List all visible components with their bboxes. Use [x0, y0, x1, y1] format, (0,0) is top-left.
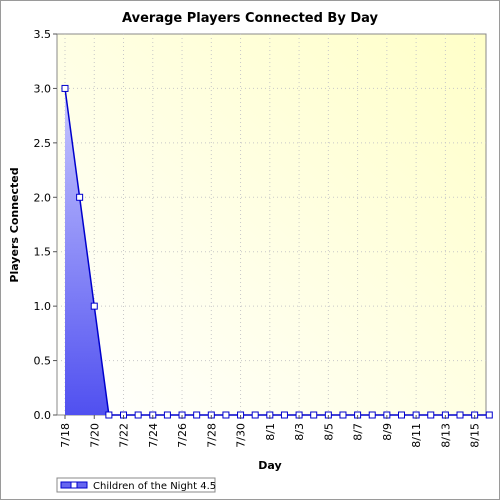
- chart-title: Average Players Connected By Day: [122, 11, 378, 26]
- data-point: [222, 411, 230, 419]
- y-tick-label: 0.5: [34, 355, 52, 368]
- x-axis: 7/18 7/20 7/22 7/24 7/26 7/28 7/30 8/1 8/3 8/5 8/7…: [59, 415, 482, 448]
- data-point: [456, 411, 464, 419]
- data-point: [90, 302, 98, 310]
- legend-label: Children of the Night 4.5: [93, 481, 216, 492]
- data-point: [193, 411, 201, 419]
- x-tick-label: 7/26: [176, 423, 189, 448]
- plot-area: [56, 33, 487, 416]
- x-tick-label: 8/15: [469, 423, 482, 448]
- y-tick-label: 2.5: [34, 137, 52, 150]
- data-point: [134, 411, 142, 419]
- data-point: [310, 411, 318, 419]
- y-tick-label: 1.5: [34, 246, 52, 259]
- x-tick-label: 7/18: [59, 423, 72, 448]
- data-point: [105, 411, 113, 419]
- x-tick-label: 8/11: [410, 423, 423, 448]
- x-tick-label: 8/3: [293, 423, 306, 441]
- x-tick-label: 7/24: [147, 423, 160, 448]
- x-tick-label: 8/1: [264, 423, 277, 441]
- y-tick-label: 1.0: [34, 300, 52, 313]
- legend-marker: [70, 481, 78, 489]
- x-tick-label: 7/30: [235, 423, 248, 448]
- y-tick-label: 0.0: [34, 409, 52, 422]
- y-tick-label: 2.0: [34, 191, 52, 204]
- x-tick-label: 7/20: [88, 423, 101, 448]
- y-axis: 0.0 0.5 1.0 1.5 2.0 2.5 3.0 3.5: [34, 28, 57, 422]
- data-point: [280, 411, 288, 419]
- x-tick-label: 8/9: [381, 423, 394, 441]
- y-tick-label: 3.0: [34, 82, 52, 95]
- x-tick-label: 7/22: [118, 423, 131, 448]
- data-point: [76, 193, 84, 201]
- x-tick-label: 8/13: [439, 423, 452, 448]
- data-point: [251, 411, 259, 419]
- data-point: [485, 411, 493, 419]
- y-axis-label: Players Connected: [8, 167, 21, 282]
- legend-box: [56, 477, 216, 493]
- data-point: [339, 411, 347, 419]
- x-tick-label: 7/28: [205, 423, 218, 448]
- legend: Children of the Night 4.5: [56, 477, 216, 493]
- x-axis-label: Day: [258, 459, 281, 472]
- x-tick-label: 8/7: [352, 423, 365, 441]
- y-tick-label: 3.5: [34, 28, 52, 41]
- data-point: [163, 411, 171, 419]
- data-point: [368, 411, 376, 419]
- x-tick-label: 8/5: [322, 423, 335, 441]
- data-point: [61, 84, 69, 92]
- data-point: [397, 411, 405, 419]
- data-point: [427, 411, 435, 419]
